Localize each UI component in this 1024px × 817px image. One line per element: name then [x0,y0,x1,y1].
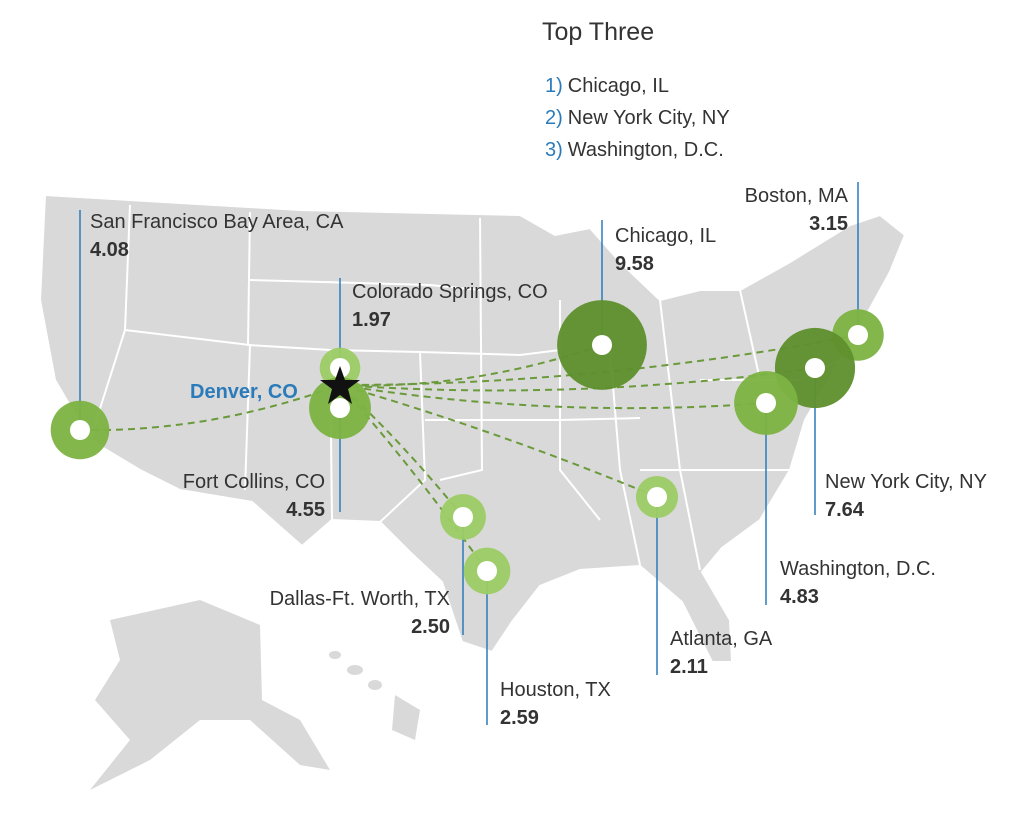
top-three-item: 2) New York City, NY [545,107,730,129]
city-labels: San Francisco Bay Area, CA 4.08 Colorado S… [90,185,987,729]
city-value: 2.59 [500,707,539,729]
flow-arrow [79,381,346,432]
city-name: Chicago, IL [568,75,669,97]
city-name: Boston, MA [745,185,849,207]
city-name: Dallas-Ft. Worth, TX [270,588,450,610]
bubble-center [805,358,825,378]
city-value: 2.50 [411,616,450,638]
city-value: 2.11 [670,656,708,678]
origin-label: Denver, CO [190,381,298,403]
top-three-item: 1) Chicago, IL [545,75,669,97]
city-value: 4.55 [286,499,325,521]
city-name: Houston, TX [500,679,611,701]
top-three-item: 3) Washington, D.C. [545,139,724,161]
city-value: 3.15 [809,213,848,235]
bubble-center [756,393,776,413]
denver-star [320,366,360,404]
city-name: Atlanta, GA [670,628,773,650]
bubble-center [70,420,90,440]
bubble-center [848,325,868,345]
flow-arrow [334,380,658,498]
bubble-center [477,561,497,581]
city-name: San Francisco Bay Area, CA [90,211,344,233]
flow-arrow [334,344,603,392]
city-name: Washington, D.C. [568,139,724,161]
title: Top Three [542,18,654,46]
city-value: 4.08 [90,239,129,261]
hawaii [329,651,420,740]
city-name: Colorado Springs, CO [352,281,548,303]
top-three-list: 1) Chicago, IL2) New York City, NY3) Washin… [545,75,730,161]
city-value: 9.58 [615,253,654,275]
bubble-center [592,335,612,355]
city-name: New York City, NY [568,107,730,129]
bubble-center [330,398,350,418]
alaska [90,600,330,790]
city-value: 4.83 [780,586,819,608]
city-name: New York City, NY [825,471,987,493]
city-name: Washington, D.C. [780,558,936,580]
us-outline [38,193,907,663]
city-name: Fort Collins, CO [183,471,325,493]
city-name: Chicago, IL [615,225,716,247]
city-value: 7.64 [825,499,865,521]
bubble-center [453,507,473,527]
city-bubbles [50,300,884,595]
rank: 2) [545,107,563,129]
rank: 3) [545,139,563,161]
bubble-center [647,487,667,507]
rank: 1) [545,75,563,97]
city-value: 1.97 [352,309,391,331]
